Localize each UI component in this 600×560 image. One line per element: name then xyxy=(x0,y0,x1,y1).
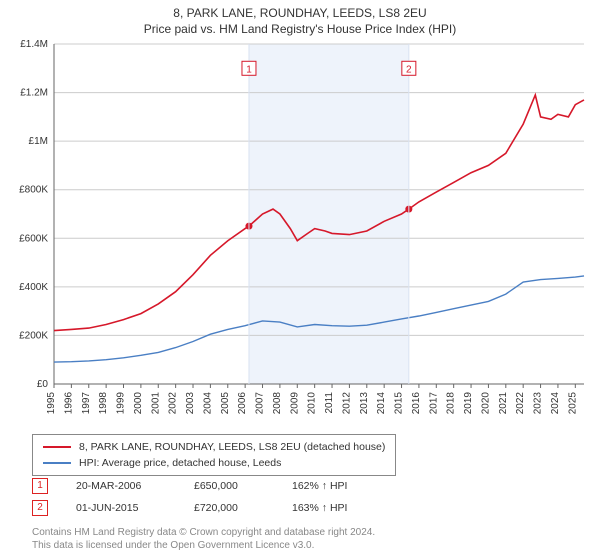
svg-text:2: 2 xyxy=(406,64,412,75)
legend-label: HPI: Average price, detached house, Leed… xyxy=(79,455,281,471)
svg-text:£1M: £1M xyxy=(29,136,48,147)
svg-text:1996: 1996 xyxy=(63,392,74,415)
svg-text:1998: 1998 xyxy=(98,392,109,415)
legend-item: 8, PARK LANE, ROUNDHAY, LEEDS, LS8 2EU (… xyxy=(43,439,385,455)
sale-date: 20-MAR-2006 xyxy=(76,480,166,492)
sale-marker-icon: 1 xyxy=(32,478,48,494)
svg-text:2002: 2002 xyxy=(168,392,179,415)
svg-text:£0: £0 xyxy=(37,379,49,390)
sale-records: 1 20-MAR-2006 £650,000 162% ↑ HPI 2 01-J… xyxy=(32,478,347,522)
svg-text:2015: 2015 xyxy=(394,392,405,415)
svg-text:2007: 2007 xyxy=(255,392,266,415)
svg-text:2012: 2012 xyxy=(341,392,352,415)
svg-text:2000: 2000 xyxy=(133,392,144,415)
footer-attribution: Contains HM Land Registry data © Crown c… xyxy=(32,526,375,552)
sale-row: 2 01-JUN-2015 £720,000 163% ↑ HPI xyxy=(32,500,347,516)
svg-text:2004: 2004 xyxy=(202,392,213,415)
sale-price: £650,000 xyxy=(194,480,264,492)
svg-text:2009: 2009 xyxy=(289,392,300,415)
sale-price: £720,000 xyxy=(194,502,264,514)
legend-swatch xyxy=(43,462,71,464)
svg-text:2011: 2011 xyxy=(324,392,335,414)
title-sub: Price paid vs. HM Land Registry's House … xyxy=(0,22,600,36)
svg-text:2021: 2021 xyxy=(498,392,509,415)
legend-label: 8, PARK LANE, ROUNDHAY, LEEDS, LS8 2EU (… xyxy=(79,439,385,455)
sale-date: 01-JUN-2015 xyxy=(76,502,166,514)
legend-item: HPI: Average price, detached house, Leed… xyxy=(43,455,385,471)
svg-text:2010: 2010 xyxy=(307,392,318,415)
svg-text:2001: 2001 xyxy=(150,392,161,415)
svg-text:2025: 2025 xyxy=(567,392,578,415)
svg-text:2006: 2006 xyxy=(237,392,248,415)
svg-text:2024: 2024 xyxy=(550,392,561,415)
title-main: 8, PARK LANE, ROUNDHAY, LEEDS, LS8 2EU xyxy=(0,6,600,20)
svg-text:£800K: £800K xyxy=(19,185,48,196)
svg-text:£1.4M: £1.4M xyxy=(20,39,48,50)
svg-text:2022: 2022 xyxy=(515,392,526,415)
svg-text:2005: 2005 xyxy=(220,392,231,415)
sale-pct: 163% ↑ HPI xyxy=(292,502,347,514)
svg-text:£200K: £200K xyxy=(19,330,48,341)
svg-text:2019: 2019 xyxy=(463,392,474,415)
price-chart: £0£200K£400K£600K£800K£1M£1.2M£1.4M19951… xyxy=(54,44,584,384)
svg-text:£1.2M: £1.2M xyxy=(20,88,48,99)
svg-text:2023: 2023 xyxy=(533,392,544,415)
svg-text:2016: 2016 xyxy=(411,392,422,415)
svg-text:2020: 2020 xyxy=(480,392,491,415)
footer-line-2: This data is licensed under the Open Gov… xyxy=(32,539,375,552)
svg-text:2008: 2008 xyxy=(272,392,283,415)
svg-text:1: 1 xyxy=(246,64,252,75)
chart-title-block: 8, PARK LANE, ROUNDHAY, LEEDS, LS8 2EU P… xyxy=(0,0,600,36)
svg-text:2013: 2013 xyxy=(359,392,370,415)
sale-pct: 162% ↑ HPI xyxy=(292,480,347,492)
svg-text:2014: 2014 xyxy=(376,392,387,415)
svg-text:2018: 2018 xyxy=(446,392,457,415)
svg-text:1995: 1995 xyxy=(46,392,57,415)
svg-text:£400K: £400K xyxy=(19,282,48,293)
svg-text:1997: 1997 xyxy=(81,392,92,415)
svg-text:2017: 2017 xyxy=(428,392,439,415)
svg-text:2003: 2003 xyxy=(185,392,196,415)
footer-line-1: Contains HM Land Registry data © Crown c… xyxy=(32,526,375,539)
legend-swatch xyxy=(43,446,71,448)
svg-text:£600K: £600K xyxy=(19,233,48,244)
sale-row: 1 20-MAR-2006 £650,000 162% ↑ HPI xyxy=(32,478,347,494)
svg-text:1999: 1999 xyxy=(116,392,127,415)
sale-marker-icon: 2 xyxy=(32,500,48,516)
chart-legend: 8, PARK LANE, ROUNDHAY, LEEDS, LS8 2EU (… xyxy=(32,434,396,476)
